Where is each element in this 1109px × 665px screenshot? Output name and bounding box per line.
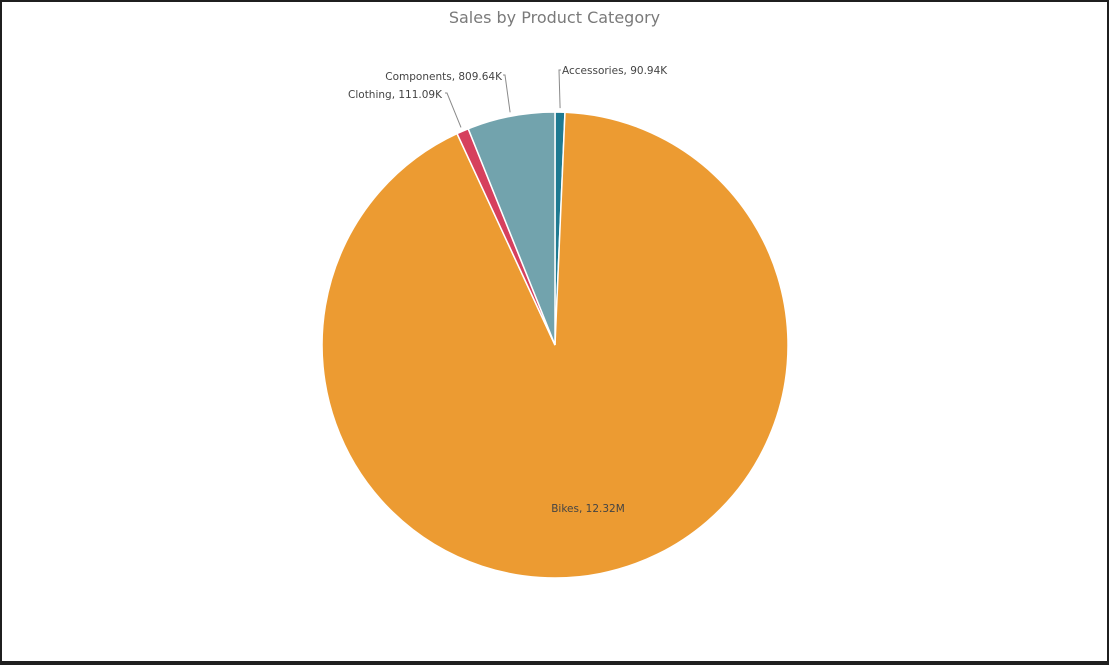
chart-title: Sales by Product Category xyxy=(448,8,661,27)
leader-line-accessories xyxy=(558,69,561,109)
leader-line-clothing xyxy=(445,92,462,128)
data-label-bikes: Bikes, 12.32M xyxy=(551,503,625,515)
leader-line-components xyxy=(503,74,511,113)
data-label-components: Components, 809.64K xyxy=(385,71,503,83)
data-label-clothing: Clothing, 111.09K xyxy=(348,89,443,101)
data-label-accessories: Accessories, 90.94K xyxy=(562,65,668,77)
pie-slice-components[interactable] xyxy=(467,111,556,346)
